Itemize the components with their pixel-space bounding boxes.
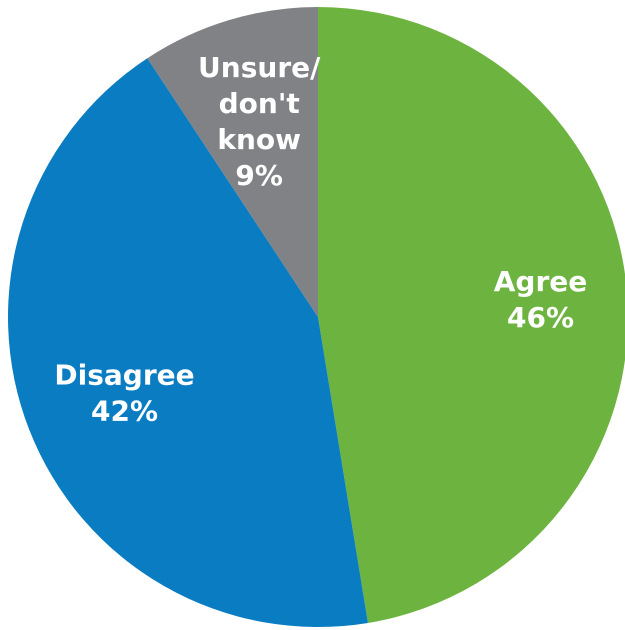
- pie-slice-unsure-don-t-know: [147, 6, 318, 317]
- slice-category: don't: [219, 87, 300, 120]
- slice-category: Agree: [494, 265, 588, 298]
- slice-category: Unsure/: [198, 51, 321, 84]
- slice-category: know: [217, 123, 301, 156]
- slice-percent: 9%: [235, 159, 283, 192]
- slice-label-agree: Agree 46%: [494, 265, 588, 334]
- pie-slice-disagree: [8, 58, 368, 627]
- pie-slice-agree: [318, 7, 625, 623]
- slice-category: Disagree: [54, 359, 194, 392]
- pie-slices: [8, 6, 625, 627]
- slice-percent: 46%: [507, 301, 574, 334]
- slice-percent: 42%: [91, 395, 158, 428]
- slice-label-unsure-don-t-know: Unsure/don't know 9%: [198, 51, 321, 192]
- pie-labels: Agree 46% Disagree 42% Unsure/don't know 9%: [54, 51, 587, 428]
- slice-label-disagree: Disagree 42%: [54, 359, 194, 428]
